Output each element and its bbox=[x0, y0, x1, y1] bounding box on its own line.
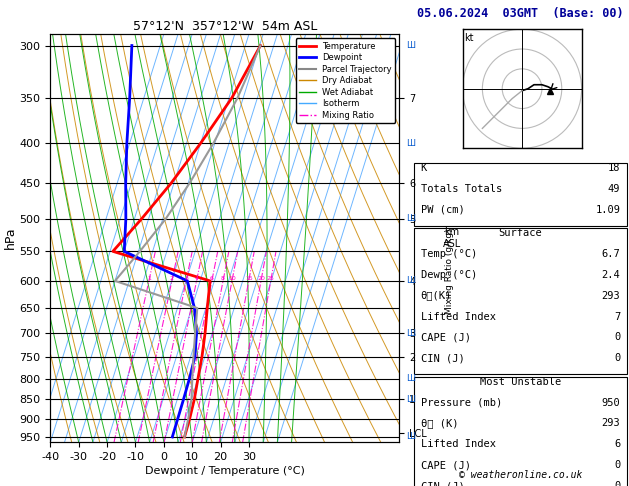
Text: 8: 8 bbox=[221, 276, 225, 281]
Text: 7: 7 bbox=[614, 312, 620, 322]
Text: 10: 10 bbox=[228, 276, 236, 281]
Text: Ш: Ш bbox=[406, 395, 415, 404]
Bar bbox=[414, 228, 627, 374]
Text: CIN (J): CIN (J) bbox=[421, 481, 464, 486]
Text: 293: 293 bbox=[601, 291, 620, 301]
Text: 6: 6 bbox=[210, 276, 214, 281]
Text: 25: 25 bbox=[267, 276, 275, 281]
Text: PW (cm): PW (cm) bbox=[421, 205, 464, 215]
Text: 0: 0 bbox=[614, 481, 620, 486]
Text: 0: 0 bbox=[614, 332, 620, 343]
Text: Mixing Ratio (g/kg): Mixing Ratio (g/kg) bbox=[445, 228, 454, 313]
Text: Most Unstable: Most Unstable bbox=[480, 377, 561, 387]
Text: Ш: Ш bbox=[406, 433, 415, 441]
Text: 293: 293 bbox=[601, 418, 620, 429]
Text: 0: 0 bbox=[614, 460, 620, 470]
Text: Ш: Ш bbox=[406, 374, 415, 383]
Text: 6.7: 6.7 bbox=[601, 249, 620, 259]
Bar bbox=[414, 377, 627, 486]
Text: CIN (J): CIN (J) bbox=[421, 353, 464, 364]
Legend: Temperature, Dewpoint, Parcel Trajectory, Dry Adiabat, Wet Adiabat, Isotherm, Mi: Temperature, Dewpoint, Parcel Trajectory… bbox=[296, 38, 395, 123]
Text: Lifted Index: Lifted Index bbox=[421, 439, 496, 450]
Bar bbox=[414, 163, 627, 226]
Text: kt: kt bbox=[465, 33, 474, 43]
Text: 20: 20 bbox=[257, 276, 265, 281]
X-axis label: Dewpoint / Temperature (°C): Dewpoint / Temperature (°C) bbox=[145, 466, 305, 476]
Text: Ш: Ш bbox=[406, 139, 415, 148]
Text: 49: 49 bbox=[608, 184, 620, 194]
Y-axis label: km
ASL: km ASL bbox=[443, 227, 461, 249]
Text: Pressure (mb): Pressure (mb) bbox=[421, 398, 502, 408]
Text: CAPE (J): CAPE (J) bbox=[421, 460, 470, 470]
Text: 05.06.2024  03GMT  (Base: 00): 05.06.2024 03GMT (Base: 00) bbox=[417, 7, 624, 20]
Text: 15: 15 bbox=[245, 276, 253, 281]
Text: Totals Totals: Totals Totals bbox=[421, 184, 502, 194]
Text: 18: 18 bbox=[608, 163, 620, 173]
Text: 0: 0 bbox=[614, 353, 620, 364]
Text: 1.09: 1.09 bbox=[595, 205, 620, 215]
Title: 57°12'N  357°12'W  54m ASL: 57°12'N 357°12'W 54m ASL bbox=[133, 20, 317, 33]
Text: Ш: Ш bbox=[406, 214, 415, 224]
Text: Dewp (°C): Dewp (°C) bbox=[421, 270, 477, 280]
Text: Surface: Surface bbox=[499, 228, 542, 238]
Text: 950: 950 bbox=[601, 398, 620, 408]
Y-axis label: hPa: hPa bbox=[4, 227, 17, 249]
Text: Ш: Ш bbox=[406, 329, 415, 338]
Text: Ш: Ш bbox=[406, 41, 415, 50]
Text: θᴇ (K): θᴇ (K) bbox=[421, 418, 458, 429]
Text: 2: 2 bbox=[170, 276, 174, 281]
Text: Ш: Ш bbox=[406, 277, 415, 285]
Text: θᴇ(K): θᴇ(K) bbox=[421, 291, 452, 301]
Text: © weatheronline.co.uk: © weatheronline.co.uk bbox=[459, 470, 582, 480]
Text: Temp (°C): Temp (°C) bbox=[421, 249, 477, 259]
Text: 6: 6 bbox=[614, 439, 620, 450]
Text: 3: 3 bbox=[184, 276, 188, 281]
Text: 2.4: 2.4 bbox=[601, 270, 620, 280]
Text: Lifted Index: Lifted Index bbox=[421, 312, 496, 322]
Text: CAPE (J): CAPE (J) bbox=[421, 332, 470, 343]
Text: 1: 1 bbox=[147, 276, 151, 281]
Text: 4: 4 bbox=[194, 276, 199, 281]
Text: K: K bbox=[421, 163, 427, 173]
